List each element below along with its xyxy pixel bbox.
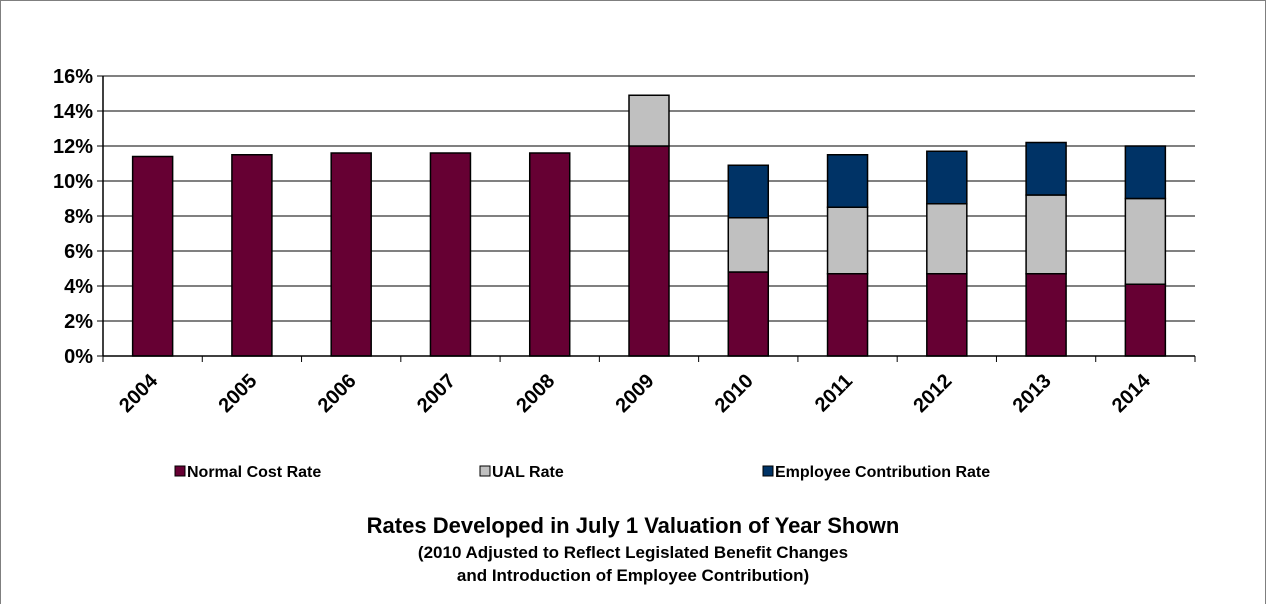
x-tick-label: 2013 — [1009, 370, 1056, 417]
y-tick-label: 16% — [53, 66, 93, 88]
bar-normal-cost-rate-2010 — [727, 271, 770, 357]
bar-employee-contribution-rate-2013 — [1025, 141, 1067, 196]
y-tick-label: 0% — [64, 346, 93, 368]
x-tick-label: 2008 — [512, 370, 559, 417]
bar-ual-rate-2012 — [926, 203, 968, 275]
bar-ual-rate-2014 — [1124, 197, 1167, 285]
bar-employee-contribution-rate-2012 — [926, 150, 968, 205]
x-tick-label: 2005 — [214, 370, 261, 417]
bar-normal-cost-rate-2009 — [628, 145, 670, 357]
bar-normal-cost-rate-2004 — [131, 155, 174, 357]
chart-subtitle-line-2: and Introduction of Employee Contributio… — [456, 566, 810, 585]
bar-employee-contribution-rate-2014 — [1124, 145, 1167, 200]
x-tick-label: 2010 — [711, 370, 758, 417]
bar-employee-contribution-rate-2011 — [826, 154, 869, 208]
bar-ual-rate-2011 — [826, 206, 869, 275]
legend-swatch-employee-contribution-rate — [762, 465, 774, 477]
chart-title: Rates Developed in July 1 Valuation of Y… — [366, 513, 900, 538]
bar-employee-contribution-rate-2010 — [727, 164, 770, 219]
y-tick-label: 10% — [53, 171, 93, 193]
x-tick-label: 2007 — [413, 370, 460, 417]
bar-normal-cost-rate-2007 — [429, 152, 472, 357]
legend-label-normal-cost-rate: Normal Cost Rate — [187, 464, 321, 481]
y-tick-label: 2% — [64, 311, 93, 333]
x-tick-label: 2004 — [115, 369, 163, 417]
legend: Normal Cost Rate UAL Rate Employee Contrib… — [174, 464, 990, 481]
axes — [102, 76, 1195, 357]
y-tick-labels: 0% 2% 4% 6% 8% 10% 12% 14% 16% — [53, 66, 93, 368]
y-tick-label: 8% — [64, 206, 93, 228]
x-tick-labels: 2004 2005 2006 2007 2008 2009 2010 2011 2012 2013… — [115, 369, 1155, 417]
x-tick-label: 2012 — [909, 370, 956, 417]
y-tick-label: 4% — [64, 276, 93, 298]
y-tick-label: 12% — [53, 136, 93, 158]
x-tick-label: 2014 — [1108, 369, 1156, 417]
legend-swatch-ual-rate — [479, 465, 491, 477]
x-tick-label: 2009 — [612, 370, 659, 417]
bar-normal-cost-rate-2014 — [1124, 283, 1167, 357]
bar-ual-rate-2010 — [727, 217, 770, 273]
bar-normal-cost-rate-2008 — [528, 152, 571, 357]
bar-normal-cost-rate-2012 — [926, 273, 968, 357]
bar-ual-rate-2013 — [1025, 194, 1067, 275]
bar-normal-cost-rate-2006 — [330, 152, 372, 357]
y-tick-label: 14% — [53, 101, 93, 123]
y-tick-label: 6% — [64, 241, 93, 263]
legend-label-ual-rate: UAL Rate — [492, 464, 564, 481]
x-tick-label: 2011 — [811, 370, 857, 416]
legend-label-employee-contribution-rate: Employee Contribution Rate — [775, 464, 990, 481]
legend-swatch-normal-cost-rate — [174, 465, 186, 477]
bar-normal-cost-rate-2011 — [826, 273, 869, 357]
bar-normal-cost-rate-2005 — [231, 154, 273, 357]
bar-normal-cost-rate-2013 — [1025, 273, 1067, 357]
x-tick-label: 2006 — [314, 370, 361, 417]
bars-group — [131, 94, 1167, 357]
chart-subtitle-line-1: (2010 Adjusted to Reflect Legislated Ben… — [417, 543, 849, 562]
bar-ual-rate-2009 — [628, 94, 670, 147]
